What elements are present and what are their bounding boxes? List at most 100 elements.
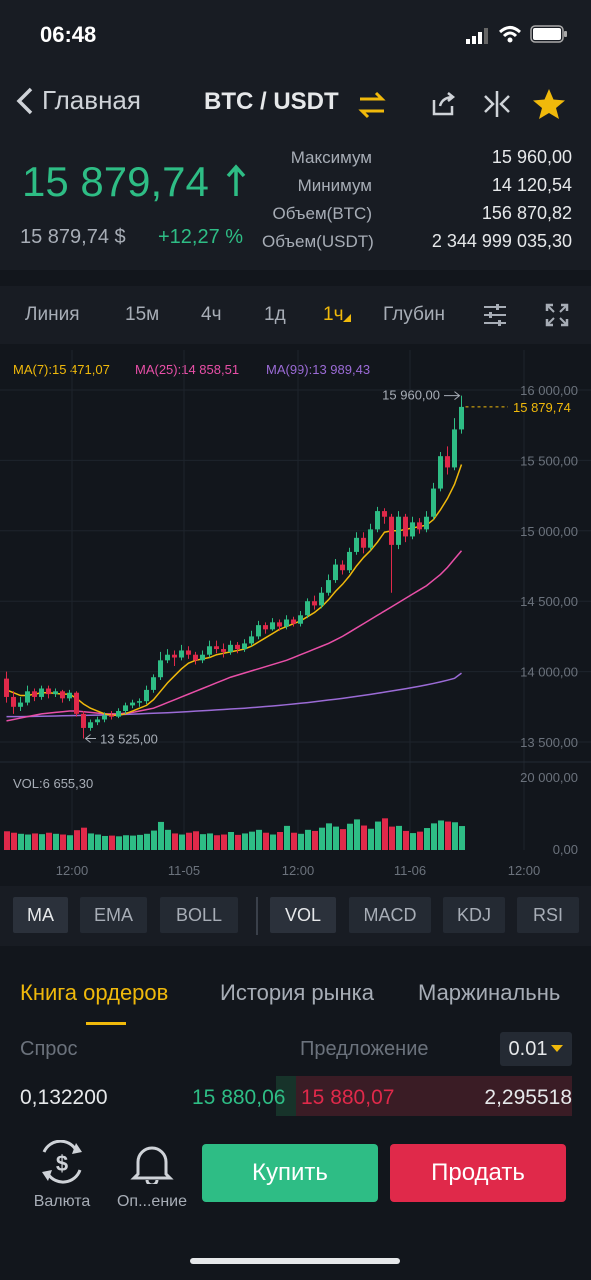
volume-bar: [193, 831, 199, 850]
candlestick-chart[interactable]: 16 000,00 15 500,00 15 000,00 14 500,00 14 0…: [0, 350, 591, 880]
volume-bar: [438, 820, 444, 850]
ma25-line: [6, 550, 463, 722]
alert-button[interactable]: Оп...ение: [114, 1140, 190, 1210]
fullscreen-icon[interactable]: [545, 303, 569, 327]
volume-bar: [235, 834, 241, 850]
tab-4h[interactable]: 4ч: [201, 304, 222, 325]
orderbook-tabs: [0, 958, 591, 1028]
currency-exchange-icon: $: [42, 1139, 82, 1184]
precision-value: 0.01: [508, 1037, 548, 1060]
price-change: +12,27 %: [158, 226, 244, 248]
volume-bar: [256, 829, 262, 850]
volume-bar: [354, 819, 360, 850]
last-price-value: 15 879,74: [22, 158, 209, 205]
favorite-star-icon[interactable]: [532, 88, 566, 120]
volume-bar: [172, 833, 178, 850]
high-marker-arrow: [444, 391, 461, 401]
currency-label: Валюта: [33, 1193, 91, 1210]
battery-icon: [530, 25, 568, 43]
candle: [39, 685, 44, 700]
volume-bar: [277, 832, 283, 850]
back-button[interactable]: Главная: [14, 85, 141, 116]
x-tick-label: 12:00: [282, 863, 315, 878]
bell-icon: [130, 1146, 174, 1187]
tab-depth[interactable]: Глубин: [383, 304, 446, 325]
active-tab-underline: [86, 1022, 126, 1025]
candle: [263, 622, 268, 634]
volume-bar: [137, 834, 143, 850]
swap-arrows-icon[interactable]: [358, 90, 386, 120]
candle: [207, 640, 212, 658]
stat-label-high: Максимум: [290, 148, 372, 167]
candle: [88, 719, 93, 731]
bid-price[interactable]: 15 880,06: [192, 1086, 286, 1109]
tab-margin[interactable]: Маржинальнь: [418, 980, 561, 1005]
signal-icon: [466, 28, 492, 44]
ask-depth-bar: [296, 1076, 572, 1116]
pair-title[interactable]: BTC / USDT: [204, 88, 339, 115]
volume-bar: [382, 818, 388, 850]
volume-bar: [25, 834, 31, 850]
tab-1d[interactable]: 1д: [264, 304, 286, 325]
tab-market-history[interactable]: История рынка: [220, 980, 374, 1005]
share-icon[interactable]: [430, 90, 458, 118]
ma25-legend: MA(25):14 858,51: [135, 362, 240, 377]
indicator-ma[interactable]: MA: [13, 897, 68, 933]
ask-amount[interactable]: 2,295518: [484, 1086, 572, 1109]
tab-line[interactable]: Линия: [25, 304, 80, 325]
indicator-ema[interactable]: EMA: [80, 897, 147, 933]
high-marker-label: 15 960,00: [382, 388, 440, 403]
volume-bar: [46, 832, 52, 850]
stat-value-vol-btc: 156 870,82: [481, 203, 572, 223]
indicator-rsi[interactable]: RSI: [517, 897, 579, 933]
volume-bar: [95, 834, 101, 850]
candle: [298, 611, 303, 627]
candle: [445, 446, 450, 475]
ticker-panel: [0, 140, 591, 270]
candle: [25, 685, 30, 706]
volume-bar: [340, 829, 346, 850]
tab-order-book[interactable]: Книга ордеров: [20, 980, 169, 1005]
bid-amount[interactable]: 0,132200: [20, 1086, 108, 1109]
sell-button[interactable]: Продать: [390, 1144, 566, 1202]
tab-1h[interactable]: 1ч: [323, 304, 352, 326]
y-tick-label: 14 500,00: [520, 594, 578, 609]
precision-select[interactable]: 0.01: [500, 1032, 572, 1066]
candle: [459, 395, 464, 434]
candle: [403, 513, 408, 543]
candle: [431, 482, 436, 520]
currency-button[interactable]: $ Валюта: [22, 1139, 102, 1210]
indicator-boll[interactable]: BOLL: [160, 897, 238, 933]
candle: [382, 508, 387, 524]
volume-bar: [452, 822, 458, 850]
volume-bar: [270, 834, 276, 850]
volume-bar: [389, 826, 395, 850]
volume-bar: [39, 834, 45, 850]
indicator-vol[interactable]: VOL: [270, 897, 336, 933]
candle: [256, 620, 261, 640]
arrow-up-icon: [226, 164, 245, 196]
volume-bar: [109, 835, 115, 850]
compare-icon[interactable]: [482, 89, 512, 119]
indicator-kdj[interactable]: KDJ: [443, 897, 505, 933]
indicator-macd[interactable]: MACD: [349, 897, 431, 933]
tab-15m[interactable]: 15м: [125, 304, 160, 325]
buy-button[interactable]: Купить: [202, 1144, 378, 1202]
candle: [417, 518, 422, 534]
settings-sliders-icon[interactable]: [482, 302, 508, 328]
volume-bar: [67, 835, 73, 850]
volume-bar: [361, 825, 367, 850]
ask-price[interactable]: 15 880,07: [301, 1086, 395, 1109]
candle: [235, 642, 240, 654]
volume-tick-label: 0,00: [553, 842, 578, 857]
candle: [137, 698, 142, 707]
volume-bar: [291, 832, 297, 850]
low-marker-arrow: [84, 734, 96, 743]
bid-depth-bar: [276, 1076, 296, 1116]
volume-bar: [312, 830, 318, 850]
candle: [67, 689, 72, 702]
stat-value-high: 15 960,00: [491, 147, 572, 167]
chart-area[interactable]: [0, 344, 591, 886]
tab-1h-label: 1ч: [323, 304, 344, 325]
volume-bar: [298, 833, 304, 850]
